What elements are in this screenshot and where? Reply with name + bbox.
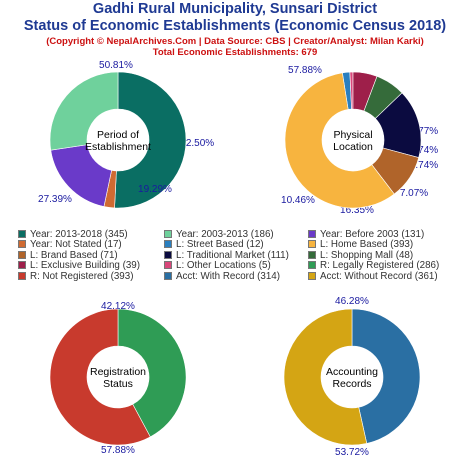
legend-swatch [308,271,316,280]
legend-item: L: Traditional Market (111) [164,249,289,261]
legend-swatch [18,261,26,270]
slice-percent-label: 50.81% [99,60,133,71]
legend-item: L: Shopping Mall (48) [308,249,414,261]
legend-label: L: Exclusive Building (39) [30,260,140,272]
legend-item: R: Legally Registered (286) [308,261,439,271]
slice-percent-label: 27.39% [38,194,72,205]
legend-item: L: Exclusive Building (39) [18,261,140,271]
donut-center-label: Location [333,141,373,153]
chart-subtitle-line2: Total Economic Establishments: 679 [152,47,318,58]
slice-percent-label: 16.35% [340,205,374,216]
slice-percent-label: 53.72% [335,447,369,458]
donut-slice [49,308,151,446]
legend-swatch [164,230,172,238]
donut-slice [114,71,187,209]
slice-percent-label: 1.77% [410,126,438,137]
legend-label: R: Not Registered (393) [30,270,134,282]
legend-item: Acct: With Record (314) [164,270,280,282]
legend-swatch [308,240,316,249]
legend-item: L: Other Locations (5) [164,261,271,271]
legend-item: R: Not Registered (393) [18,270,134,282]
legend-item: L: Home Based (393) [308,240,413,250]
slice-percent-label: 19.29% [138,184,172,195]
slice-percent-label: 5.74% [410,160,438,171]
legend-item: Year: 2013-2018 (345) [18,230,128,240]
legend-swatch [164,240,172,249]
legend-item: Acct: Without Record (361) [308,270,438,282]
legend-item: Year: Not Stated (17) [18,240,122,250]
legend-label: L: Brand Based (71) [30,249,118,261]
legend-label: Acct: Without Record (361) [320,270,438,282]
legend-item: Year: 2003-2013 (186) [164,230,274,240]
legend-label: L: Shopping Mall (48) [320,249,414,261]
legend-swatch [18,250,26,259]
chart-title-line2: Status of Economic Establishments (Econo… [23,18,447,34]
donut-center-label: Period of [97,129,139,141]
slice-percent-label: 42.12% [101,301,135,312]
legend-swatch [164,271,172,280]
donut-center-label: Establishment [85,141,151,153]
legend-item: Year: Before 2003 (131) [308,230,424,240]
legend-label: L: Other Locations (5) [176,260,271,272]
legend-swatch [18,240,26,249]
chart-subtitle-line1: (Copyright © NepalArchives.Com | Data So… [46,36,424,47]
donut-center-label: Records [332,378,371,390]
legend-label: L: Traditional Market (111) [176,249,289,261]
donut-center-label: Accounting [326,366,378,378]
legend-label: L: Home Based (393) [320,239,414,251]
legend-swatch [308,261,316,270]
legend-item: L: Street Based (12) [164,240,264,250]
donut-center-label: Physical [333,129,372,141]
legend-swatch [18,230,26,238]
legend-label: Year: Not Stated (17) [30,239,122,251]
slice-percent-label: 10.46% [281,195,315,206]
slice-percent-label: 2.50% [186,138,214,149]
chart-title-line1: Gadhi Rural Municipality, Sunsari Distri… [92,1,378,17]
donut-chart-2: 1.77% 0.74% 5.74% 7.07% 16.35% 10.46% 57.88% Ph… [281,65,438,216]
legend-swatch [164,250,172,259]
legend-swatch [308,230,316,238]
donut-slice [49,71,119,151]
legend-label: L: Street Based (12) [176,239,264,251]
donut-slice [117,308,187,438]
donut-chart-1: 50.81% 2.50% 19.29% 27.39% Period ofEstablis… [38,60,214,209]
legend-swatch [18,271,26,280]
legend-label: R: Legally Registered (286) [320,260,440,272]
slice-percent-label: 57.88% [288,65,322,76]
slice-percent-label: 7.07% [400,188,428,199]
donut-center-label: Registration [90,366,146,378]
chart-header: Gadhi Rural Municipality, Sunsari Distri… [0,0,470,58]
legend-item: L: Brand Based (71) [18,249,118,261]
slice-percent-label: 57.88% [101,445,135,456]
donut-slice [351,308,421,444]
donut-center-label: Status [103,378,133,390]
legend-swatch [308,250,316,259]
legend-label: Year: 2013-2018 (345) [30,229,128,240]
legend-label: Year: Before 2003 (131) [320,229,425,240]
slice-percent-label: 46.28% [335,296,369,307]
donut-slice [283,308,368,446]
donut-slice [284,72,395,209]
legend-label: Acct: With Record (314) [176,270,280,282]
legend-label: Year: 2003-2013 (186) [176,229,274,240]
legend-swatch [164,261,172,270]
slice-percent-label: 0.74% [410,145,438,156]
